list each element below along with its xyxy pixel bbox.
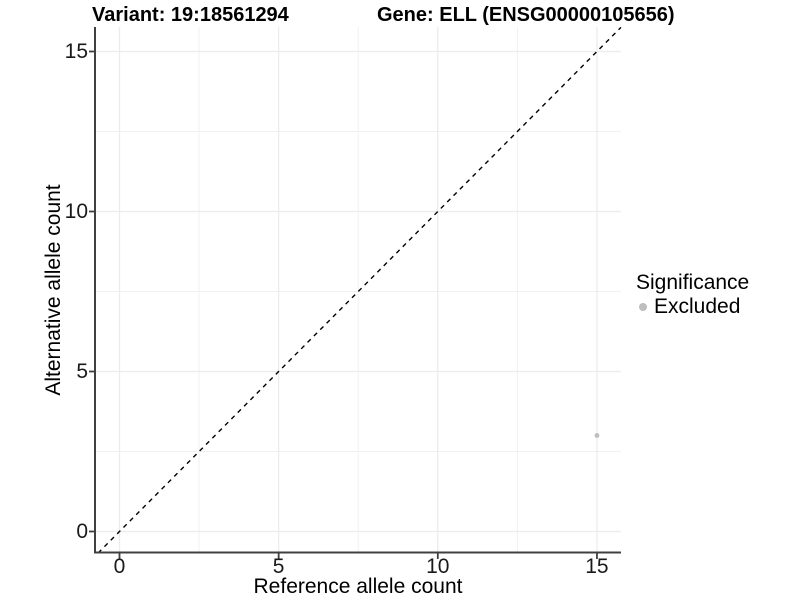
x-tick-label-0: 0 <box>113 555 126 578</box>
y-tick-label-5: 5 <box>76 359 88 383</box>
y-tick-label-10: 10 <box>64 199 88 223</box>
axis-lines <box>94 27 621 554</box>
data-point <box>594 433 600 438</box>
x-axis-title: Reference allele count <box>253 575 463 598</box>
legend: Significance Excluded <box>636 272 749 318</box>
x-tick-label-5: 5 <box>272 555 285 578</box>
x-tick-label-10: 10 <box>426 555 450 578</box>
x-tick-label-15: 15 <box>585 555 609 578</box>
plot-title-variant: Variant: 19:18561294 <box>92 4 289 26</box>
y-tick-label-15: 15 <box>64 39 88 63</box>
identity-dashed-line <box>97 26 622 554</box>
y-tick-label-0: 0 <box>76 519 88 543</box>
legend-item-label: Excluded <box>654 295 741 318</box>
legend-title: Significance <box>636 271 750 294</box>
plot-title-gene: Gene: ELL (ENSG00000105656) <box>377 4 675 26</box>
legend-key-dot-icon <box>639 303 647 311</box>
legend-item-excluded: Excluded <box>636 296 749 318</box>
y-axis-title: Alternative allele count <box>42 184 65 396</box>
